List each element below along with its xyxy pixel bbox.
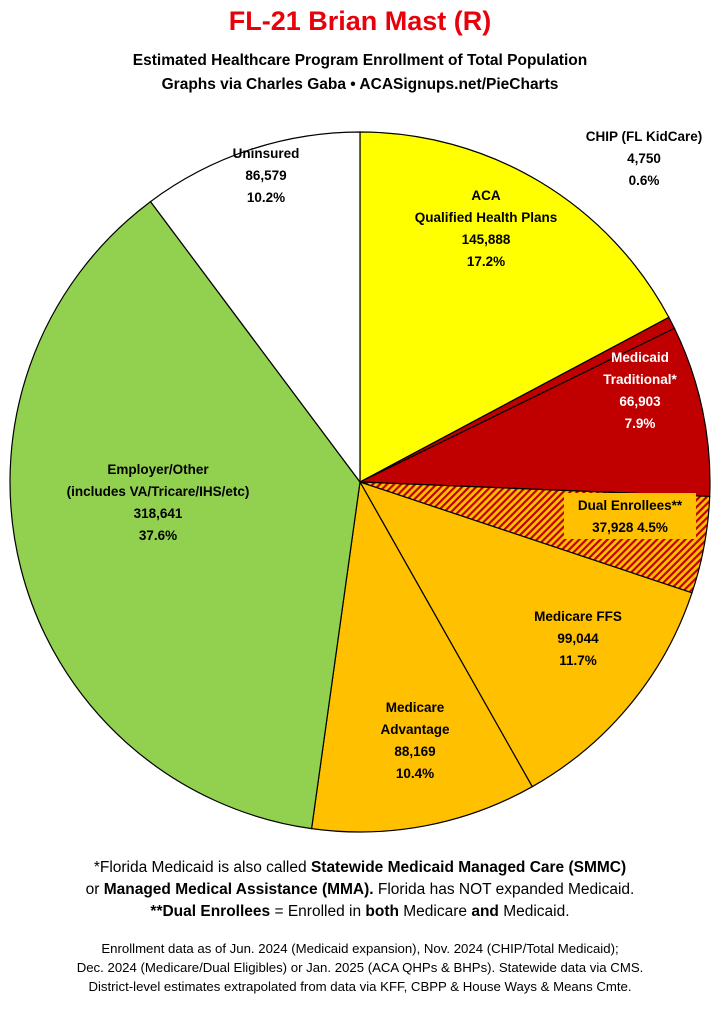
chart-credit: Graphs via Charles Gaba • ACASignups.net… <box>161 76 559 93</box>
label-line-medicare-advantage: 10.4% <box>396 766 434 781</box>
source-line-3: District-level estimates extrapolated fr… <box>88 979 632 994</box>
label-medicare-advantage: Medicare Advantage 88,169 10.4% <box>380 700 450 781</box>
footnote-dual: **Dual Enrollees = Enrolled in both Medi… <box>150 903 570 920</box>
label-medicaid-traditional: Medicaid Traditional* 66,903 7.9% <box>603 350 677 431</box>
label-line-medicaid-traditional: Medicaid <box>611 350 669 365</box>
label-line-employer-other: 318,641 <box>134 506 183 521</box>
label-line-uninsured: 10.2% <box>247 190 285 205</box>
label-line-employer-other: Employer/Other <box>107 462 209 477</box>
label-line-medicaid-traditional: 66,903 <box>619 394 661 409</box>
pie-labels: ACA Qualified Health Plans 145,888 17.2% CHI… <box>67 129 703 781</box>
label-line-medicaid-traditional: Traditional* <box>603 372 677 387</box>
source-line-2: Dec. 2024 (Medicare/Dual Eligibles) or J… <box>76 960 644 975</box>
label-line-employer-other: (includes VA/Tricare/IHS/etc) <box>67 484 250 499</box>
label-aca-qhp: ACA Qualified Health Plans 145,888 17.2% <box>415 188 558 269</box>
slice-uninsured <box>149 131 361 484</box>
label-line-medicare-ffs: Medicare FFS <box>534 609 622 624</box>
label-line-medicaid-traditional: 7.9% <box>625 416 656 431</box>
footnotes: *Florida Medicaid is also called Statewi… <box>0 857 720 923</box>
label-line-chip: 4,750 <box>627 151 661 166</box>
source-notes: Enrollment data as of Jun. 2024 (Medicai… <box>0 939 720 996</box>
label-line-medicare-ffs: 11.7% <box>559 653 597 668</box>
label-line-medicare-advantage: Medicare <box>386 700 445 715</box>
label-background-dual-enrollees <box>564 493 696 539</box>
label-line-uninsured: 86,579 <box>245 168 286 183</box>
footnote-medicaid: *Florida Medicaid is also called Statewi… <box>93 859 627 876</box>
slice-medicare-advantage <box>310 480 534 833</box>
footnote-mma: or Managed Medical Assistance (MMA). Flo… <box>85 881 635 898</box>
label-line-employer-other: 37.6% <box>139 528 177 543</box>
label-line-medicare-advantage: 88,169 <box>394 744 435 759</box>
label-line-aca-qhp: ACA <box>471 188 500 203</box>
chart-title: FL-21 Brian Mast (R) <box>228 6 492 36</box>
chart-subtitle: Estimated Healthcare Program Enrollment … <box>132 52 588 69</box>
label-line-aca-qhp: Qualified Health Plans <box>415 210 558 225</box>
slice-aca-qhp <box>359 131 670 483</box>
slice-medicare-ffs <box>358 480 693 788</box>
source-line-1: Enrollment data as of Jun. 2024 (Medicai… <box>101 941 619 956</box>
label-line-chip: CHIP (FL KidCare) <box>586 129 703 144</box>
label-line-uninsured: Uninsured <box>233 146 300 161</box>
label-line-dual-enrollees: Dual Enrollees** <box>578 498 683 513</box>
label-line-medicare-advantage: Advantage <box>380 722 450 737</box>
label-line-aca-qhp: 17.2% <box>467 254 505 269</box>
pie-chart: ACA Qualified Health Plans 145,888 17.2% CHI… <box>9 129 711 833</box>
slice-employer-other <box>9 200 361 830</box>
label-employer-other: Employer/Other (includes VA/Tricare/IHS/e… <box>67 462 250 543</box>
label-chip: CHIP (FL KidCare) 4,750 0.6% <box>586 129 703 188</box>
label-line-aca-qhp: 145,888 <box>462 232 511 247</box>
label-medicare-ffs: Medicare FFS 99,044 11.7% <box>534 609 622 668</box>
label-line-dual-enrollees: 37,928 4.5% <box>592 520 668 535</box>
pie-slices <box>9 131 711 833</box>
label-line-medicare-ffs: 99,044 <box>557 631 599 646</box>
label-uninsured: Uninsured 86,579 10.2% <box>233 146 300 205</box>
label-dual-enrollees: Dual Enrollees** 37,928 4.5% <box>578 498 683 535</box>
label-line-chip: 0.6% <box>629 173 660 188</box>
slice-medicaid-traditional <box>359 327 711 498</box>
